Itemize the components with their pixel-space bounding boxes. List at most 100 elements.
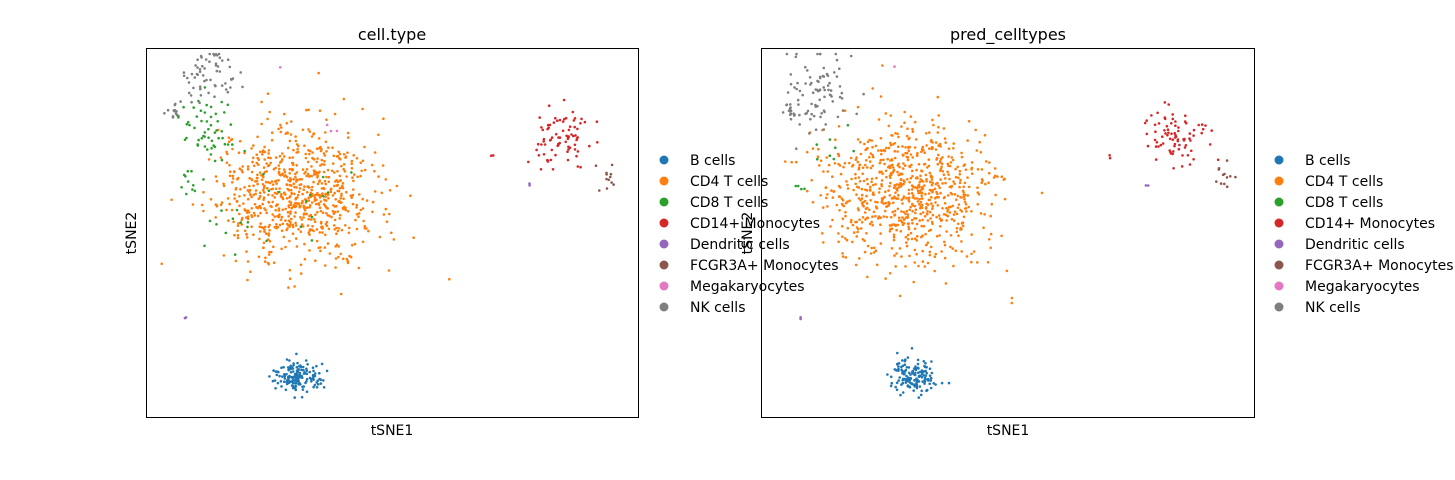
scatter-point	[996, 175, 999, 178]
scatter-point	[260, 122, 263, 126]
scatter-point	[256, 206, 260, 210]
scatter-point	[891, 210, 894, 214]
scatter-point	[838, 209, 841, 212]
scatter-point	[228, 174, 232, 178]
scatter-point	[355, 227, 359, 231]
scatter-point	[904, 378, 908, 382]
scatter-point	[247, 211, 251, 214]
scatter-point	[905, 196, 908, 200]
scatter-point	[957, 234, 960, 237]
scatter-point	[822, 86, 825, 89]
scatter-point	[907, 371, 911, 375]
scatter-point	[325, 150, 328, 153]
scatter-point	[891, 143, 895, 146]
scatter-point	[889, 181, 892, 185]
scatter-point	[845, 180, 848, 183]
scatter-point	[363, 145, 366, 149]
scatter-point	[940, 165, 943, 169]
scatter-point	[892, 233, 896, 237]
scatter-point	[922, 148, 925, 152]
scatter-point	[304, 212, 308, 216]
scatter-point	[819, 52, 822, 56]
scatter-point	[949, 161, 953, 164]
scatter-point	[318, 206, 322, 209]
scatter-point	[301, 388, 305, 391]
scatter-point	[1108, 156, 1112, 160]
scatter-point	[837, 154, 841, 158]
scatter-point	[274, 156, 278, 159]
scatter-point	[910, 163, 913, 167]
scatter-point	[377, 175, 380, 178]
scatter-point	[888, 229, 892, 233]
scatter-point	[914, 211, 917, 215]
scatter-point	[315, 364, 318, 368]
scatter-point	[1171, 138, 1175, 141]
scatter-point	[906, 233, 910, 237]
scatter-point	[869, 185, 872, 189]
scatter-point	[192, 86, 195, 90]
scatter-point	[314, 202, 318, 206]
scatter-point	[896, 150, 899, 153]
scatter-point	[566, 158, 570, 162]
scatter-point	[924, 232, 927, 236]
scatter-point	[332, 154, 336, 158]
scatter-point	[937, 153, 940, 157]
scatter-point	[890, 158, 894, 161]
scatter-point	[868, 208, 871, 212]
scatter-point	[990, 202, 994, 206]
scatter-point	[848, 161, 851, 165]
scatter-point	[828, 81, 831, 85]
scatter-point	[257, 197, 261, 201]
scatter-point	[865, 232, 868, 235]
scatter-point	[803, 187, 806, 191]
scatter-point	[955, 212, 959, 216]
scatter-point	[915, 239, 919, 242]
scatter-point	[343, 170, 347, 173]
scatter-point	[253, 214, 257, 217]
scatter-point	[236, 229, 239, 233]
scatter-point	[827, 163, 831, 167]
scatter-point	[539, 168, 543, 171]
scatter-point	[266, 117, 269, 121]
scatter-point	[326, 242, 330, 245]
scatter-point	[1157, 145, 1160, 148]
scatter-point	[350, 159, 354, 163]
scatter-point	[895, 228, 898, 232]
scatter-point	[905, 216, 908, 219]
scatter-point	[880, 199, 884, 203]
scatter-point	[895, 252, 898, 255]
scatter-point	[988, 161, 991, 164]
scatter-point	[917, 371, 920, 375]
legend-item: CD4 T cells	[659, 174, 768, 190]
scatter-point	[220, 158, 224, 162]
scatter-point	[315, 228, 319, 231]
scatter-point	[865, 202, 869, 205]
scatter-point	[257, 163, 260, 166]
scatter-point	[931, 213, 935, 217]
scatter-point	[261, 153, 264, 156]
scatter-point	[944, 141, 947, 144]
scatter-point	[231, 181, 234, 184]
scatter-point	[937, 125, 940, 129]
scatter-point	[1163, 129, 1166, 132]
scatter-point	[887, 146, 891, 150]
legend-item: FCGR3A+ Monocytes	[659, 258, 839, 274]
scatter-point	[962, 185, 965, 189]
scatter-point	[325, 123, 329, 127]
scatter-point	[324, 192, 327, 196]
scatter-point	[288, 200, 291, 203]
scatter-point	[261, 202, 265, 206]
scatter-point	[869, 252, 873, 255]
scatter-point	[205, 103, 208, 107]
scatter-point	[817, 147, 820, 151]
scatter-point	[1197, 123, 1200, 127]
scatter-point	[810, 81, 813, 85]
scatter-point	[954, 167, 957, 171]
scatter-point	[340, 164, 343, 168]
scatter-point	[309, 191, 313, 195]
scatter-point	[307, 217, 311, 221]
scatter-point	[874, 144, 878, 148]
scatter-point	[217, 52, 221, 56]
scatter-point	[985, 160, 988, 163]
scatter-point	[856, 160, 860, 164]
